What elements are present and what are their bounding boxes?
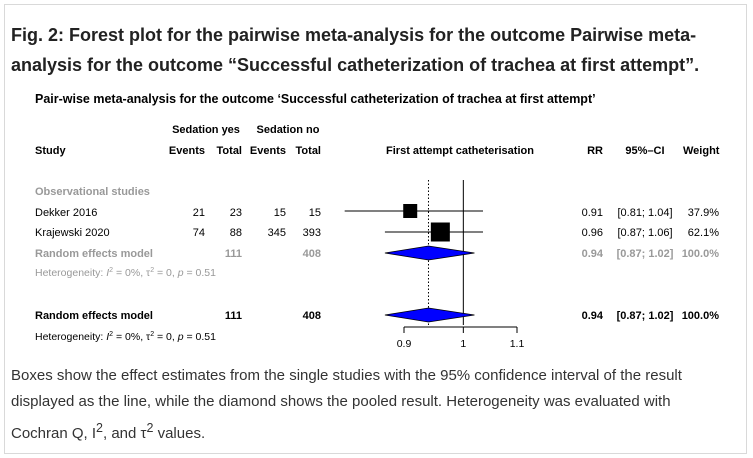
study-ci: [0.81; 1.04] [617, 207, 672, 219]
study-ci: [0.87; 1.06] [617, 227, 672, 239]
study-weight: 37.9% [688, 207, 719, 219]
figure-title: Fig. 2: Forest plot for the pairwise met… [11, 20, 731, 80]
figure-card [4, 4, 747, 454]
overall-heterogeneity: Heterogeneity: I2 = 0%, τ2 = 0, p = 0.51 [35, 331, 216, 343]
header-study: Study [35, 145, 66, 157]
study-events-2: 345 [268, 227, 286, 239]
header-weight: Weight [683, 145, 720, 157]
overall-pooled-total-2: 408 [303, 310, 321, 322]
header-total-1: Total [217, 145, 242, 157]
x-axis-tick-label: 1.1 [510, 338, 525, 350]
overall-pooled-weight: 100.0% [682, 310, 720, 322]
header-group-2: Sedation no [257, 124, 320, 136]
overall-pooled-ci: [0.87; 1.02] [617, 310, 674, 322]
header-group-1: Sedation yes [172, 124, 240, 136]
header-events-1: Events [169, 145, 205, 157]
header-total-2: Total [296, 145, 321, 157]
study-events-1: 21 [193, 207, 205, 219]
subgroup-pooled-ci: [0.87; 1.02] [617, 248, 674, 260]
figure-label: Fig. 2: [11, 25, 64, 45]
study-total-2: 15 [309, 207, 321, 219]
subgroup-pooled-diamond [384, 245, 475, 261]
subgroup-heterogeneity: Heterogeneity: I2 = 0%, τ2 = 0, p = 0.51 [35, 267, 216, 279]
study-effect-box [430, 222, 450, 242]
header-rr: RR [587, 145, 603, 157]
study-rr: 0.91 [582, 207, 603, 219]
forest-plot: Pair-wise meta-analysis for the outcome … [35, 92, 720, 350]
study-total-1: 88 [230, 227, 242, 239]
study-total-1: 23 [230, 207, 242, 219]
header-ci: 95%–CI [625, 145, 664, 157]
study-name: Krajewski 2020 [35, 227, 110, 239]
subgroup-pooled-weight: 100.0% [682, 248, 720, 260]
subgroup-label: Observational studies [35, 186, 150, 198]
subgroup-pooled-total-1: 111 [225, 248, 242, 260]
study-name: Dekker 2016 [35, 207, 97, 219]
x-axis-tick-label: 1 [460, 338, 466, 350]
subgroup-pooled-label: Random effects model [35, 248, 153, 260]
plot-marks: 0.9 1 1.1 [344, 180, 525, 350]
study-weight: 62.1% [688, 227, 719, 239]
figure-caption: Boxes show the effect estimates from the… [11, 367, 682, 442]
overall-pooled-rr: 0.94 [582, 310, 604, 322]
overall-pooled-label: Random effects model [35, 310, 153, 322]
study-events-2: 15 [274, 207, 286, 219]
header-plot: First attempt catheterisation [386, 145, 534, 157]
study-rr: 0.96 [582, 227, 603, 239]
study-total-2: 393 [303, 227, 321, 239]
subgroup-pooled-rr: 0.94 [582, 248, 604, 260]
study-events-1: 74 [193, 227, 205, 239]
overall-pooled-total-1: 111 [225, 310, 242, 322]
header-events-2: Events [250, 145, 286, 157]
subgroup-pooled-total-2: 408 [303, 248, 321, 260]
chart-title: Pair-wise meta-analysis for the outcome … [35, 92, 596, 106]
overall-pooled-diamond [384, 307, 475, 323]
figure-title-text: Forest plot for the pairwise meta-analys… [11, 25, 700, 75]
x-axis-tick-label: 0.9 [397, 338, 412, 350]
study-effect-box [403, 204, 418, 218]
